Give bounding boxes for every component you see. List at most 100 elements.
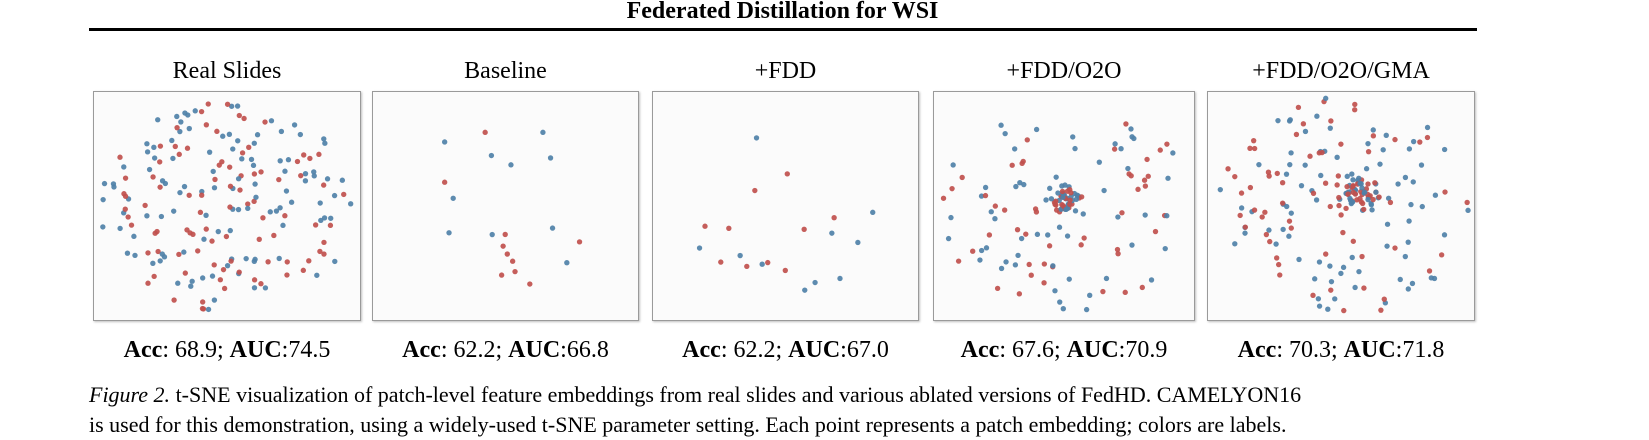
scatter-point-red bbox=[502, 231, 508, 238]
scatter-point-blue bbox=[992, 216, 998, 222]
scatter-point-red bbox=[1262, 209, 1268, 215]
scatter-point-blue bbox=[1365, 196, 1371, 203]
scatter-point-red bbox=[1293, 131, 1300, 138]
scatter-point-blue bbox=[1080, 211, 1086, 217]
scatter-point-blue bbox=[1280, 226, 1286, 233]
scatter-point-red bbox=[1426, 268, 1433, 274]
scatter-point-blue bbox=[254, 132, 261, 138]
scatter-point-blue bbox=[1409, 280, 1416, 287]
scatter-point-blue bbox=[1083, 306, 1090, 313]
scatter-point-red bbox=[190, 231, 196, 238]
scatter-point-blue bbox=[1101, 187, 1107, 194]
scatter-point-blue bbox=[1064, 233, 1071, 239]
scatter-point-red bbox=[1359, 253, 1365, 260]
scatter-point-blue bbox=[1349, 199, 1355, 206]
scatter-point-blue bbox=[547, 155, 554, 161]
scatter-point-blue bbox=[1380, 147, 1386, 153]
scatter-point-blue bbox=[251, 140, 257, 146]
scatter-point-blue bbox=[1406, 218, 1412, 224]
scatter-point-red bbox=[227, 164, 233, 170]
scatter-point-red bbox=[1081, 235, 1087, 241]
scatter-point-red bbox=[1286, 218, 1293, 224]
scatter-point-blue bbox=[1164, 213, 1170, 219]
scatter-point-red bbox=[1316, 150, 1322, 156]
scatter-point-blue bbox=[188, 283, 194, 289]
scatter-point-red bbox=[1251, 207, 1258, 213]
scatter-point-red bbox=[316, 151, 322, 158]
scatter-point-red bbox=[1059, 188, 1066, 195]
scatter-point-blue bbox=[945, 235, 952, 242]
auc-value: :74.5 bbox=[281, 337, 331, 363]
scatter-point-blue bbox=[347, 201, 354, 207]
scatter-point-blue bbox=[1302, 162, 1308, 168]
scatter-point-blue bbox=[321, 215, 328, 221]
scatter-point-blue bbox=[753, 135, 760, 141]
scatter-point-blue bbox=[192, 108, 198, 114]
scatter-point-red bbox=[198, 108, 205, 115]
scatter-point-red bbox=[1345, 191, 1351, 197]
scatter-point-blue bbox=[185, 112, 191, 118]
scatter-point-blue bbox=[322, 140, 328, 146]
scatter-point-blue bbox=[144, 149, 151, 155]
scatter-point-red bbox=[1023, 231, 1029, 237]
scatter-point-blue bbox=[1125, 165, 1131, 172]
scatter-point-red bbox=[1259, 214, 1265, 220]
scatter-point-red bbox=[482, 129, 488, 136]
scatter-point-red bbox=[1361, 285, 1367, 291]
scatter-point-blue bbox=[151, 155, 158, 161]
scatter-point-blue bbox=[450, 195, 456, 201]
scatter-point-red bbox=[312, 222, 319, 228]
scatter-point-red bbox=[992, 203, 999, 209]
scatter-point-blue bbox=[181, 249, 187, 255]
scatter-point-blue bbox=[489, 231, 495, 238]
scatter-point-blue bbox=[278, 128, 285, 135]
scatter-point-blue bbox=[253, 194, 259, 200]
scatter-point-blue bbox=[1465, 207, 1471, 214]
scatter-point-red bbox=[509, 258, 516, 264]
scatter-point-blue bbox=[131, 233, 137, 240]
scatter-point-red bbox=[576, 239, 583, 245]
scatter-point-red bbox=[128, 222, 135, 228]
scatter-point-blue bbox=[1369, 207, 1375, 213]
scatter-point-red bbox=[744, 263, 750, 270]
scatter-point-red bbox=[801, 226, 807, 232]
scatter-point-blue bbox=[201, 236, 207, 242]
scatter-point-blue bbox=[317, 200, 323, 206]
scatter-point-blue bbox=[178, 119, 184, 125]
scatter-point-blue bbox=[1428, 275, 1435, 281]
scatter-point-blue bbox=[1033, 126, 1040, 133]
auc-label: AUC bbox=[1343, 337, 1396, 363]
panel-label-fdd-o2o-gma: +FDD/O2O/GMA bbox=[1252, 58, 1430, 84]
scatter-point-blue bbox=[696, 245, 703, 251]
scatter-point-blue bbox=[155, 117, 161, 123]
scatter-point-red bbox=[1251, 145, 1258, 152]
scatter-point-red bbox=[831, 215, 837, 221]
scatter-point-red bbox=[1001, 207, 1008, 213]
scatter-point-red bbox=[294, 158, 301, 165]
scatter-point-blue bbox=[1302, 128, 1309, 135]
scatter-point-blue bbox=[870, 209, 876, 216]
scatter-point-red bbox=[1352, 107, 1358, 113]
scatter-point-red bbox=[1263, 231, 1270, 238]
scatter-point-blue bbox=[203, 212, 209, 218]
scatter-point-blue bbox=[117, 225, 123, 232]
scatter-point-red bbox=[217, 277, 224, 283]
metric-real-slides: Acc: 68.9; AUC:74.5 bbox=[93, 335, 361, 365]
scatter-point-red bbox=[1026, 261, 1032, 268]
scatter-point-red bbox=[1266, 173, 1272, 179]
scatter-point-blue bbox=[302, 171, 309, 177]
acc-value: : 62.2; bbox=[720, 337, 789, 363]
scatter-point-red bbox=[1322, 180, 1329, 186]
scatter-point-red bbox=[1392, 136, 1398, 143]
scatter-point-blue bbox=[224, 263, 231, 269]
scatter-point-blue bbox=[1060, 194, 1066, 200]
scatter-point-blue bbox=[1405, 239, 1411, 245]
scatter-point-blue bbox=[159, 251, 165, 257]
scatter-point-red bbox=[220, 266, 227, 273]
scatter-point-blue bbox=[1056, 224, 1063, 230]
scatter-point-blue bbox=[132, 252, 138, 259]
scatter-point-blue bbox=[248, 156, 255, 163]
scatter-point-red bbox=[1067, 197, 1073, 203]
auc-value: :66.8 bbox=[560, 337, 609, 363]
scatter-point-blue bbox=[1318, 172, 1324, 179]
